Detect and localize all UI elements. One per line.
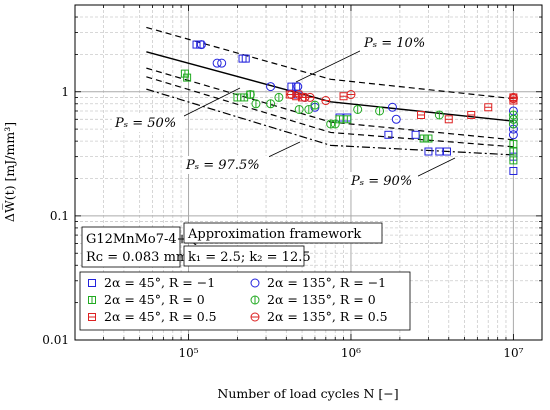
data-point bbox=[250, 278, 260, 288]
data-point bbox=[326, 119, 336, 129]
leader-10 bbox=[295, 49, 363, 83]
data-point bbox=[424, 134, 433, 143]
data-point bbox=[444, 115, 453, 124]
label-ps-10: Pₛ = 10% bbox=[363, 36, 425, 51]
data-point bbox=[245, 90, 255, 100]
data-point bbox=[294, 104, 304, 114]
data-point bbox=[183, 73, 192, 82]
curve-4 bbox=[146, 88, 514, 156]
plot-frame bbox=[74, 4, 543, 341]
data-point bbox=[467, 110, 476, 119]
legend-item: 2α = 135°, R = −1 bbox=[250, 275, 386, 290]
x-tick-label: 10⁶ bbox=[341, 346, 361, 360]
data-point bbox=[424, 147, 433, 156]
data-point bbox=[251, 99, 261, 109]
data-point bbox=[217, 58, 227, 68]
data-point bbox=[321, 96, 331, 106]
data-point bbox=[250, 312, 260, 322]
framework-title: Approximation framework bbox=[187, 227, 361, 242]
label-ps-50: Pₛ = 50% bbox=[114, 116, 176, 131]
material-info-box: G12MnMo7-4+QT Rᴄ = 0.083 mm bbox=[81, 226, 207, 268]
data-point bbox=[353, 104, 363, 114]
data-point bbox=[411, 130, 420, 139]
legend-label: 2α = 45°, R = 0.5 bbox=[104, 309, 217, 324]
data-point bbox=[212, 58, 222, 68]
data-point bbox=[330, 119, 340, 129]
data-points bbox=[180, 40, 518, 175]
data-point bbox=[305, 92, 315, 102]
data-point bbox=[508, 130, 518, 140]
legend-label: 2α = 135°, R = 0 bbox=[267, 292, 376, 307]
x-axis-label: Number of load cycles N [−] bbox=[217, 386, 398, 401]
y-tick-label: 0.01 bbox=[42, 333, 69, 347]
y-tick-label: 0.1 bbox=[50, 209, 69, 223]
framework-box: Approximation framework k₁ = 2.5; k₂ = 1… bbox=[183, 222, 383, 267]
data-point bbox=[509, 166, 518, 175]
data-point bbox=[434, 110, 444, 120]
y-axis-label: ΔW̅(t) [mJ/mm³] bbox=[2, 122, 17, 222]
data-point bbox=[384, 130, 393, 139]
data-point bbox=[442, 147, 451, 156]
data-point bbox=[88, 296, 96, 304]
data-point bbox=[304, 104, 314, 114]
legend-item: 2α = 45°, R = 0 bbox=[88, 292, 205, 307]
data-point bbox=[509, 139, 518, 148]
notch-radius: Rᴄ = 0.083 mm bbox=[86, 250, 188, 265]
data-point bbox=[484, 103, 493, 112]
label-ps-90: Pₛ = 90% bbox=[350, 174, 412, 189]
leader-50 bbox=[179, 87, 241, 119]
data-point bbox=[508, 94, 518, 104]
curve-0 bbox=[146, 51, 514, 122]
data-point bbox=[88, 279, 96, 287]
curve-1 bbox=[146, 26, 514, 100]
x-tick-label: 10⁷ bbox=[503, 346, 523, 360]
data-point bbox=[509, 156, 518, 165]
data-point bbox=[196, 40, 206, 50]
legend-item: 2α = 45°, R = 0.5 bbox=[88, 309, 217, 324]
legend-item: 2α = 45°, R = −1 bbox=[88, 275, 215, 290]
legend-label: 2α = 135°, R = −1 bbox=[267, 275, 386, 290]
y-tick-label: 1 bbox=[61, 85, 69, 99]
data-point bbox=[508, 119, 518, 129]
data-point bbox=[241, 54, 250, 63]
data-point bbox=[266, 99, 276, 109]
label-ps-97-5: Pₛ = 97.5% bbox=[185, 158, 260, 173]
material-name: G12MnMo7-4+QT bbox=[86, 232, 207, 247]
data-point bbox=[250, 295, 260, 305]
data-point bbox=[346, 90, 356, 100]
data-point bbox=[310, 100, 320, 110]
legend-label: 2α = 45°, R = −1 bbox=[104, 275, 215, 290]
data-point bbox=[387, 102, 397, 112]
framework-params: k₁ = 2.5; k₂ = 12.5 bbox=[188, 250, 311, 265]
legend-item: 2α = 135°, R = 0.5 bbox=[250, 309, 388, 324]
data-point bbox=[391, 114, 401, 124]
data-point bbox=[509, 147, 518, 156]
ticks: 10⁵ 10⁶ 10⁷ 0.01 0.1 1 bbox=[42, 4, 542, 360]
curve-3 bbox=[146, 76, 514, 148]
x-tick-label: 10⁵ bbox=[178, 346, 198, 360]
curves bbox=[146, 26, 514, 156]
legend: 2α = 45°, R = −1 2α = 135°, R = −1 2α = 45… bbox=[79, 271, 411, 331]
legend-label: 2α = 45°, R = 0 bbox=[104, 292, 205, 307]
legend-label: 2α = 135°, R = 0.5 bbox=[267, 309, 388, 324]
data-point bbox=[375, 106, 385, 116]
curve-annotations: Pₛ = 10% Pₛ = 50% Pₛ = 97.5% Pₛ = 90% bbox=[112, 34, 456, 190]
data-point bbox=[88, 313, 96, 321]
data-point bbox=[419, 134, 428, 143]
data-point bbox=[266, 82, 276, 92]
data-point bbox=[274, 92, 284, 102]
data-point bbox=[343, 115, 352, 124]
data-point bbox=[417, 110, 426, 119]
legend-item: 2α = 135°, R = 0 bbox=[250, 292, 376, 307]
data-point bbox=[435, 147, 444, 156]
